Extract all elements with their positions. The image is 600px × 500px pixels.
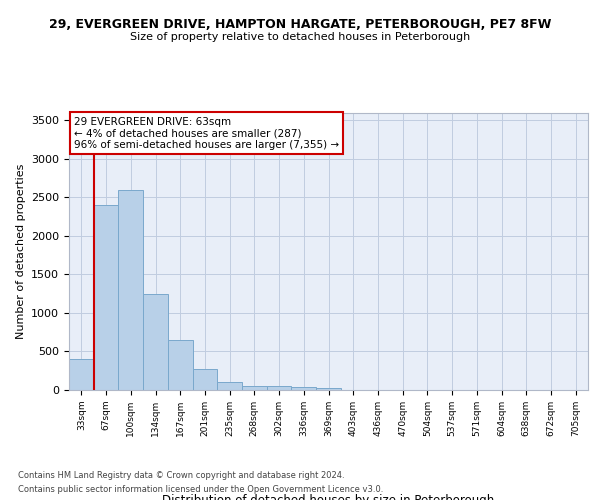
Text: 29, EVERGREEN DRIVE, HAMPTON HARGATE, PETERBOROUGH, PE7 8FW: 29, EVERGREEN DRIVE, HAMPTON HARGATE, PE… [49, 18, 551, 30]
Bar [242, 386, 267, 390]
Bar [267, 386, 292, 390]
Bar [69, 359, 94, 390]
Y-axis label: Number of detached properties: Number of detached properties [16, 164, 26, 339]
Bar [168, 340, 193, 390]
X-axis label: Distribution of detached houses by size in Peterborough: Distribution of detached houses by size … [163, 494, 494, 500]
Text: Contains HM Land Registry data © Crown copyright and database right 2024.: Contains HM Land Registry data © Crown c… [18, 472, 344, 480]
Bar [316, 388, 341, 390]
Text: Contains public sector information licensed under the Open Government Licence v3: Contains public sector information licen… [18, 484, 383, 494]
Bar [217, 382, 242, 390]
Bar [94, 205, 118, 390]
Bar [292, 386, 316, 390]
Text: 29 EVERGREEN DRIVE: 63sqm
← 4% of detached houses are smaller (287)
96% of semi-: 29 EVERGREEN DRIVE: 63sqm ← 4% of detach… [74, 116, 340, 150]
Bar [193, 369, 217, 390]
Text: Size of property relative to detached houses in Peterborough: Size of property relative to detached ho… [130, 32, 470, 42]
Bar [118, 190, 143, 390]
Bar [143, 294, 168, 390]
